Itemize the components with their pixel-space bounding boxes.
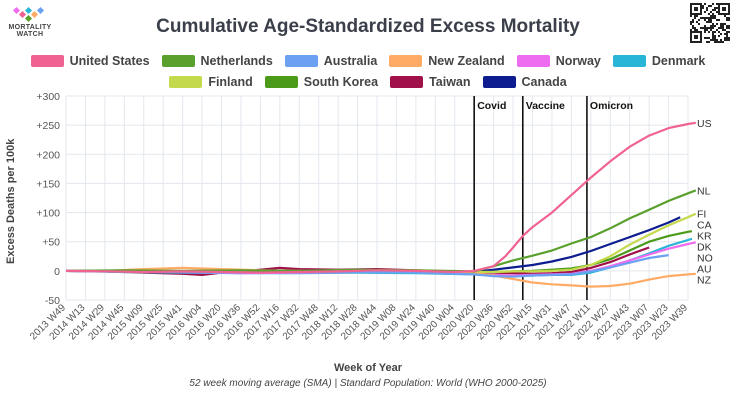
- y-tick-label: +250: [36, 120, 60, 132]
- y-tick-label: 0: [54, 266, 60, 278]
- annotation-label: Omicron: [590, 100, 633, 112]
- legend-item[interactable]: Netherlands: [161, 53, 273, 68]
- series-end-label: NZ: [697, 275, 712, 287]
- series-line: [65, 121, 696, 274]
- legend-item[interactable]: United States: [30, 53, 150, 68]
- legend-item[interactable]: Norway: [516, 53, 601, 68]
- legend-label: Netherlands: [200, 53, 273, 68]
- legend-swatch: [516, 54, 550, 67]
- y-tick-label: +100: [36, 208, 60, 220]
- legend-swatch: [264, 75, 298, 88]
- y-tick-label: +200: [36, 149, 60, 161]
- series-line: [65, 212, 697, 274]
- series-end-label: KR: [697, 231, 712, 243]
- legend-label: Finland: [208, 74, 253, 89]
- series-end-label: NO: [697, 253, 713, 265]
- legend-swatch: [390, 75, 424, 88]
- chart-title: Cumulative Age-Standardized Excess Morta…: [156, 16, 580, 37]
- annotation-label: Vaccine: [526, 100, 565, 112]
- legend-label: Norway: [555, 53, 601, 68]
- legend-item[interactable]: South Korea: [264, 74, 379, 89]
- qr-code-icon: [690, 3, 730, 43]
- series-end-label: DK: [697, 242, 712, 254]
- legend-swatch: [482, 75, 516, 88]
- legend-item[interactable]: New Zealand: [389, 53, 505, 68]
- legend-label: Denmark: [651, 53, 706, 68]
- series-end-label: CA: [697, 220, 712, 232]
- legend-label: Taiwan: [429, 74, 471, 89]
- mortality-watch-logo: [6, 6, 54, 42]
- y-tick-label: -50: [45, 295, 60, 307]
- series-line: [65, 189, 697, 273]
- legend-swatch: [284, 54, 318, 67]
- legend-item[interactable]: Denmark: [612, 53, 706, 68]
- legend-label: United States: [69, 53, 150, 68]
- legend-label: New Zealand: [428, 53, 505, 68]
- legend-label: South Korea: [303, 74, 379, 89]
- series-end-label: US: [697, 118, 712, 130]
- legend-swatch: [389, 54, 423, 67]
- x-axis-label: Week of Year: [333, 362, 403, 374]
- legend-swatch: [169, 75, 203, 88]
- legend: United States Netherlands Australia New Zea…: [20, 50, 716, 92]
- legend-label: Australia: [323, 53, 378, 68]
- legend-swatch: [612, 54, 646, 67]
- series-end-label: AU: [697, 264, 712, 276]
- logo-text: MORTALITY WATCH: [8, 24, 52, 38]
- legend-item[interactable]: Finland: [169, 74, 253, 89]
- series-end-label: FI: [697, 209, 706, 221]
- y-tick-label: +50: [42, 237, 60, 249]
- series-line: [65, 216, 681, 274]
- legend-item[interactable]: Taiwan: [390, 74, 471, 89]
- legend-swatch: [161, 54, 195, 67]
- legend-item[interactable]: Australia: [284, 53, 378, 68]
- series-end-label: NL: [697, 185, 711, 197]
- legend-label: Canada: [521, 74, 567, 89]
- footnote: 52 week moving average (SMA) | Standard …: [189, 378, 547, 389]
- logo-icon: [12, 6, 45, 23]
- y-tick-label: +150: [36, 178, 60, 190]
- legend-row: United States Netherlands Australia New Zea…: [20, 50, 716, 71]
- legend-item[interactable]: Canada: [482, 74, 567, 89]
- legend-swatch: [30, 54, 64, 67]
- y-tick-label: +300: [36, 91, 60, 103]
- legend-row: Finland South Korea Taiwan Canada: [20, 71, 716, 92]
- annotation-label: Covid: [477, 100, 506, 112]
